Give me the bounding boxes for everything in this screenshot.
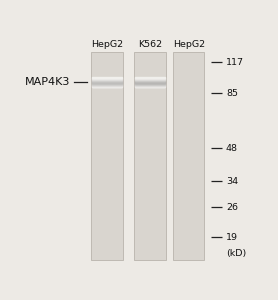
Bar bbox=[92, 85, 122, 86]
Bar bbox=[135, 86, 165, 87]
Bar bbox=[135, 81, 165, 82]
Bar bbox=[135, 83, 165, 84]
Bar bbox=[92, 79, 122, 80]
Bar bbox=[92, 82, 122, 83]
Bar bbox=[135, 82, 165, 83]
Bar bbox=[135, 79, 165, 80]
Bar bbox=[135, 85, 165, 86]
Bar bbox=[135, 77, 165, 78]
Text: 85: 85 bbox=[226, 88, 238, 98]
Text: 117: 117 bbox=[226, 58, 244, 67]
Text: 19: 19 bbox=[226, 233, 238, 242]
Bar bbox=[134, 52, 166, 260]
Text: MAP4K3: MAP4K3 bbox=[24, 77, 70, 87]
Bar bbox=[92, 86, 122, 87]
Bar bbox=[135, 80, 165, 81]
Bar bbox=[92, 81, 122, 82]
Text: (kD): (kD) bbox=[226, 249, 246, 258]
Text: 34: 34 bbox=[226, 177, 238, 186]
Bar bbox=[92, 77, 122, 78]
Bar bbox=[92, 84, 122, 85]
Bar bbox=[135, 78, 165, 79]
Text: 26: 26 bbox=[226, 202, 238, 211]
Bar bbox=[92, 78, 122, 79]
Bar bbox=[173, 52, 204, 260]
Text: HepG2: HepG2 bbox=[173, 40, 205, 49]
Text: 48: 48 bbox=[226, 144, 238, 153]
Bar bbox=[91, 52, 123, 260]
Bar bbox=[135, 84, 165, 85]
Text: K562: K562 bbox=[138, 40, 162, 49]
Bar bbox=[92, 80, 122, 81]
Bar bbox=[92, 83, 122, 84]
Text: HepG2: HepG2 bbox=[91, 40, 123, 49]
